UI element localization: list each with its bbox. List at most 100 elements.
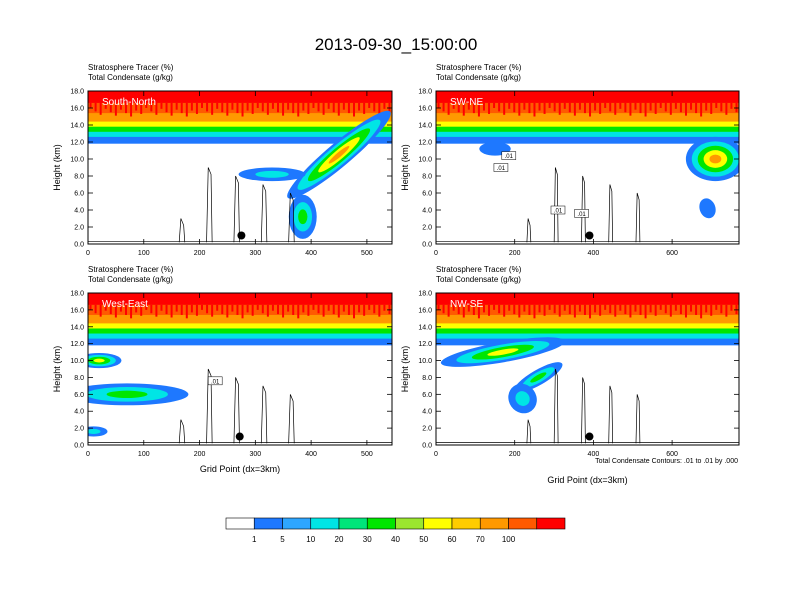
panel-header-tracer: Stratosphere Tracer (%) [436,265,522,274]
y-tick-label: 4.0 [422,409,432,416]
tracer-streak [368,304,371,310]
tracer-streak [388,304,391,315]
tracer-streak [332,102,335,113]
panel-label: South-North [102,97,156,108]
tracer-streak [462,102,465,116]
tracer-streak [674,304,677,311]
y-tick-label: 2.0 [74,426,84,433]
tracer-streak [277,304,279,315]
tracer-streak [589,102,592,117]
x-tick-label: 600 [666,250,678,257]
contour-paths [526,167,641,243]
tracer-streak [563,102,566,109]
y-tick-label: 0.0 [74,242,84,249]
panels: Stratosphere Tracer (%) Total Condensate … [52,63,740,485]
svg-text:.01: .01 [505,154,514,160]
tracer-streak [599,304,602,316]
tracer-streak [477,304,480,319]
colorbar-swatch [253,517,283,530]
tracer-streak [185,304,188,319]
tracer-streak [378,304,381,317]
plot-area: NW-SE [436,293,739,445]
panel-header-condensate: Total Condensate (g/kg) [436,73,521,82]
tracer-streak [190,102,193,111]
tracer-streak [543,304,546,316]
contour-paths [178,368,295,444]
tracer-streak [447,102,450,115]
tracer-streak [442,102,445,112]
tracer-streak [629,102,632,116]
tracer-streak [543,102,546,114]
y-tick-label: 12.0 [418,140,432,147]
colorbar-swatch [451,517,481,530]
colorbar-swatch [536,517,566,530]
colorbar-swatch [338,517,368,530]
location-marker [585,231,594,240]
x-tick-label: 600 [666,451,678,458]
tracer-streak [251,102,254,114]
tracer-streak [684,102,687,116]
y-tick-label: 10.0 [418,358,432,365]
tracer-streak [109,102,112,113]
tracer-lobe [238,167,306,182]
tracer-streak [94,102,97,112]
tracer-streak [467,304,470,312]
tracer-streak [508,102,511,109]
colorbar-swatch [479,517,509,530]
tracer-streak [155,102,158,115]
colorbar-swatch [310,517,340,530]
plot-frame [87,90,393,245]
tracer-streak [488,102,491,114]
y-tick-label: 0.0 [74,443,84,450]
panel-west-east: Stratosphere Tracer (%)Total Condensate … [52,265,393,474]
tracer-streak [125,102,127,114]
colorbar-swatch [423,517,453,530]
tracer-streak [548,304,551,310]
tracer-streak [190,304,193,313]
y-tick-label: 18.0 [70,89,84,96]
x-tick-label: 400 [588,250,600,257]
tracer-streak [710,102,713,114]
y-tick-label: 4.0 [422,208,432,215]
tracer-streak [488,304,491,316]
tracer-streak [639,304,642,315]
tracer-streak [337,102,340,116]
tracer-streak [518,102,521,116]
tracer-streak [568,304,571,315]
tracer-streak [358,102,361,111]
tracer-streak [654,102,657,114]
tracer-streak [513,304,516,315]
tracer-streak [493,102,496,108]
tracer-streak [261,304,264,314]
tracer-lobe-lower [88,383,189,406]
tracer-streak [700,102,703,117]
tracer-streak [674,102,677,109]
y-tick-label: 14.0 [418,324,432,331]
tracer-streak [271,102,274,109]
tracer-streak [730,102,733,109]
tracer-streak [578,102,581,110]
tracer-streak [664,102,667,112]
colorbar-swatch [508,517,538,530]
tracer-streak [679,102,682,113]
tracer-streak [282,304,285,318]
colorbar-label: 5 [280,535,285,544]
y-tick-label: 8.0 [74,174,84,181]
tracer-streak [312,304,315,310]
tracer-streak [654,304,657,316]
tracer-streak [160,102,163,109]
tracer-streak [104,102,107,109]
tracer-streak [452,102,455,109]
tracer-streak [383,102,386,109]
tracer-streak [94,304,97,314]
tracer-streak [195,102,198,114]
tracer-streak [266,102,269,115]
tracer-streak [720,304,723,314]
tracer-streak [327,102,330,109]
tracer-streak [150,102,153,112]
tracer-streak [256,102,259,108]
tracer-streak [342,304,345,312]
panel-label: NW-SE [450,299,483,310]
contour-label: .01 [493,163,509,172]
tracer-streak [634,102,637,110]
